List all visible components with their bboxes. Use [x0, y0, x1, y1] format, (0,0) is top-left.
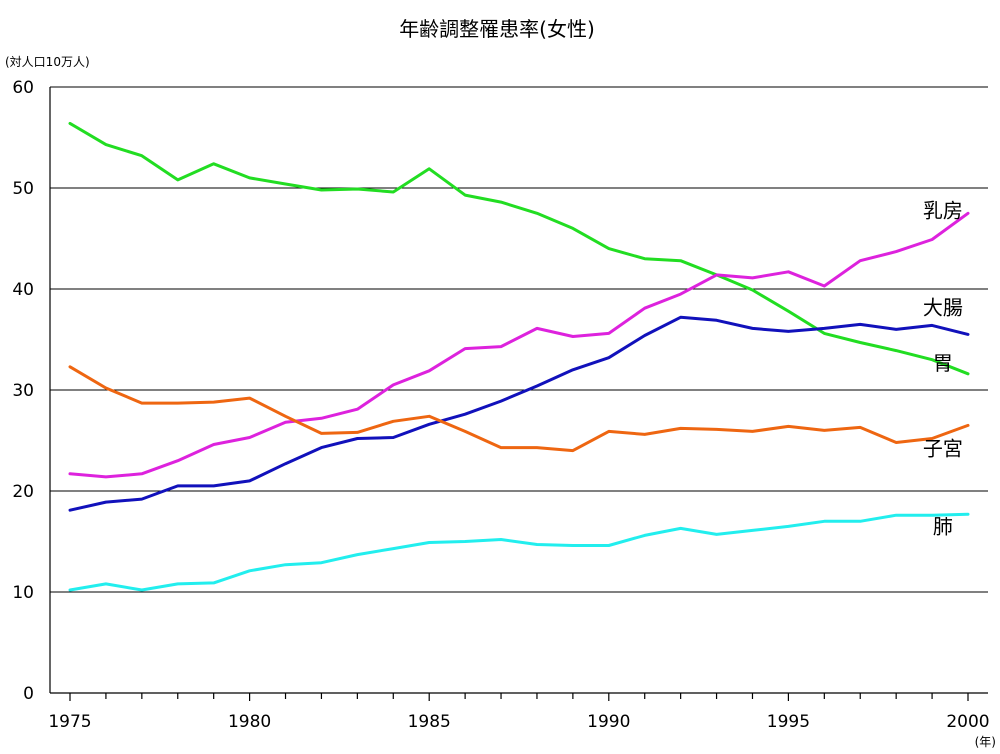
x-tick-label: 2000: [946, 712, 989, 732]
series-line-2: [68, 211, 970, 479]
x-tick-label: 1975: [48, 712, 91, 732]
axis-layer: 0 10 20 30 40 50 60 1975 1980 1985 1990 1995 2000: [12, 78, 989, 732]
y-tick-label: 60: [12, 78, 34, 98]
y-tick-label: 10: [12, 583, 34, 603]
series-label-1: 胃: [933, 351, 953, 375]
x-tick-label: 1985: [408, 712, 451, 732]
y-tick-label: 20: [12, 482, 34, 502]
y-tick-label: 30: [12, 381, 34, 401]
series-label-2: 乳房: [923, 198, 963, 222]
series-layer: [68, 121, 970, 592]
y-tick-label: 0: [23, 684, 34, 704]
series-line-3: [68, 315, 970, 512]
series-line-5: [68, 512, 970, 592]
series-label-3: 大腸: [923, 295, 963, 319]
x-tick-label: 1995: [767, 712, 810, 732]
series-label-4: 子宮: [923, 437, 963, 461]
chart-title: 年齢調整罹患率(女性): [399, 17, 595, 41]
x-axis-unit-label: (年): [975, 735, 996, 749]
grid-layer: [50, 86, 988, 593]
series-label-5: 肺: [933, 514, 953, 538]
y-tick-label: 50: [12, 179, 34, 199]
x-tick-label: 1990: [587, 712, 630, 732]
x-tick-label: 1980: [228, 712, 271, 732]
series-line-4: [68, 365, 970, 453]
y-tick-label: 40: [12, 280, 34, 300]
y-axis-unit-label: (対人口10万人): [5, 55, 90, 69]
